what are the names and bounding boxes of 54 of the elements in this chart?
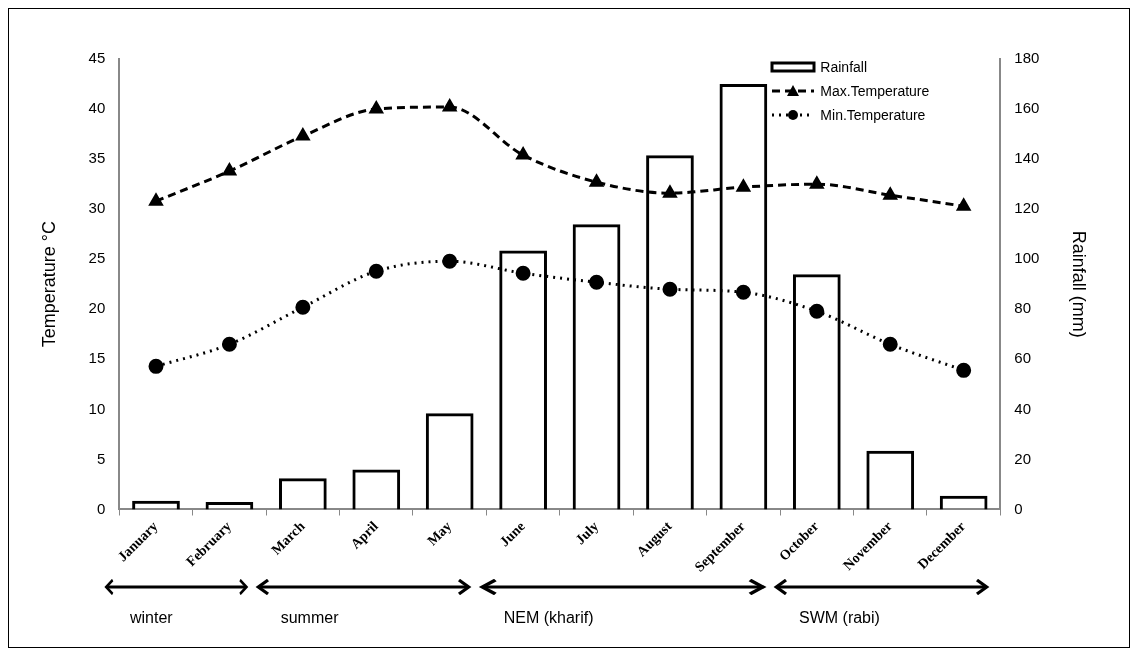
point bbox=[515, 265, 531, 281]
point bbox=[369, 101, 383, 114]
y-tick-label: 5 bbox=[96, 449, 106, 467]
y-tick-label: 15 bbox=[88, 349, 106, 367]
y2-tick-label: 20 bbox=[1014, 449, 1032, 467]
point bbox=[883, 187, 897, 200]
y2-tick-label: 0 bbox=[1014, 499, 1023, 517]
y2-tick-label: 140 bbox=[1014, 149, 1040, 167]
point bbox=[589, 274, 605, 290]
point bbox=[295, 299, 311, 315]
point bbox=[149, 193, 163, 206]
text: winter bbox=[129, 609, 174, 627]
y-tick-label: 10 bbox=[88, 399, 106, 417]
y2-tick-label: 60 bbox=[1014, 349, 1032, 367]
point bbox=[296, 128, 310, 141]
point bbox=[516, 147, 530, 160]
point bbox=[956, 362, 972, 378]
y2-tick-label: 180 bbox=[1014, 49, 1040, 67]
point bbox=[736, 179, 751, 192]
point bbox=[735, 284, 751, 300]
y-tick-label: 35 bbox=[88, 149, 106, 167]
y-tick-label: 45 bbox=[88, 49, 106, 67]
point bbox=[589, 174, 604, 187]
text: NEM (kharif) bbox=[502, 609, 595, 627]
y-tick-label: 25 bbox=[88, 249, 106, 267]
y2-tick-label: 80 bbox=[1014, 299, 1032, 317]
text: SWM (rabi) bbox=[798, 609, 881, 627]
y2-axis-title: Rainfall (mm) bbox=[1069, 230, 1090, 338]
point bbox=[222, 163, 237, 176]
y-tick-label: 20 bbox=[88, 299, 106, 317]
y2-tick-label: 40 bbox=[1014, 399, 1032, 417]
point bbox=[148, 358, 164, 374]
legend-label: Rainfall bbox=[820, 59, 868, 75]
point bbox=[662, 281, 678, 297]
y-tick-label: 0 bbox=[96, 499, 106, 517]
legend-label: Max.Temperature bbox=[820, 83, 930, 99]
y-tick-label: 30 bbox=[88, 199, 106, 217]
y2-tick-label: 120 bbox=[1014, 199, 1040, 217]
y-axis-title: Temperature °C bbox=[38, 221, 59, 348]
point bbox=[809, 303, 825, 319]
text: summer bbox=[279, 609, 340, 627]
point bbox=[663, 185, 677, 198]
point bbox=[882, 336, 898, 352]
y-tick-label: 40 bbox=[88, 99, 106, 117]
x-tick-label: July bbox=[572, 518, 602, 548]
point bbox=[221, 336, 237, 352]
point bbox=[443, 99, 457, 112]
legend-label: Min.Temperature bbox=[820, 107, 926, 123]
y2-tick-label: 100 bbox=[1014, 249, 1040, 267]
point bbox=[956, 198, 971, 211]
point bbox=[810, 176, 824, 189]
point bbox=[442, 253, 458, 269]
point bbox=[368, 263, 384, 279]
y2-tick-label: 160 bbox=[1014, 99, 1040, 117]
